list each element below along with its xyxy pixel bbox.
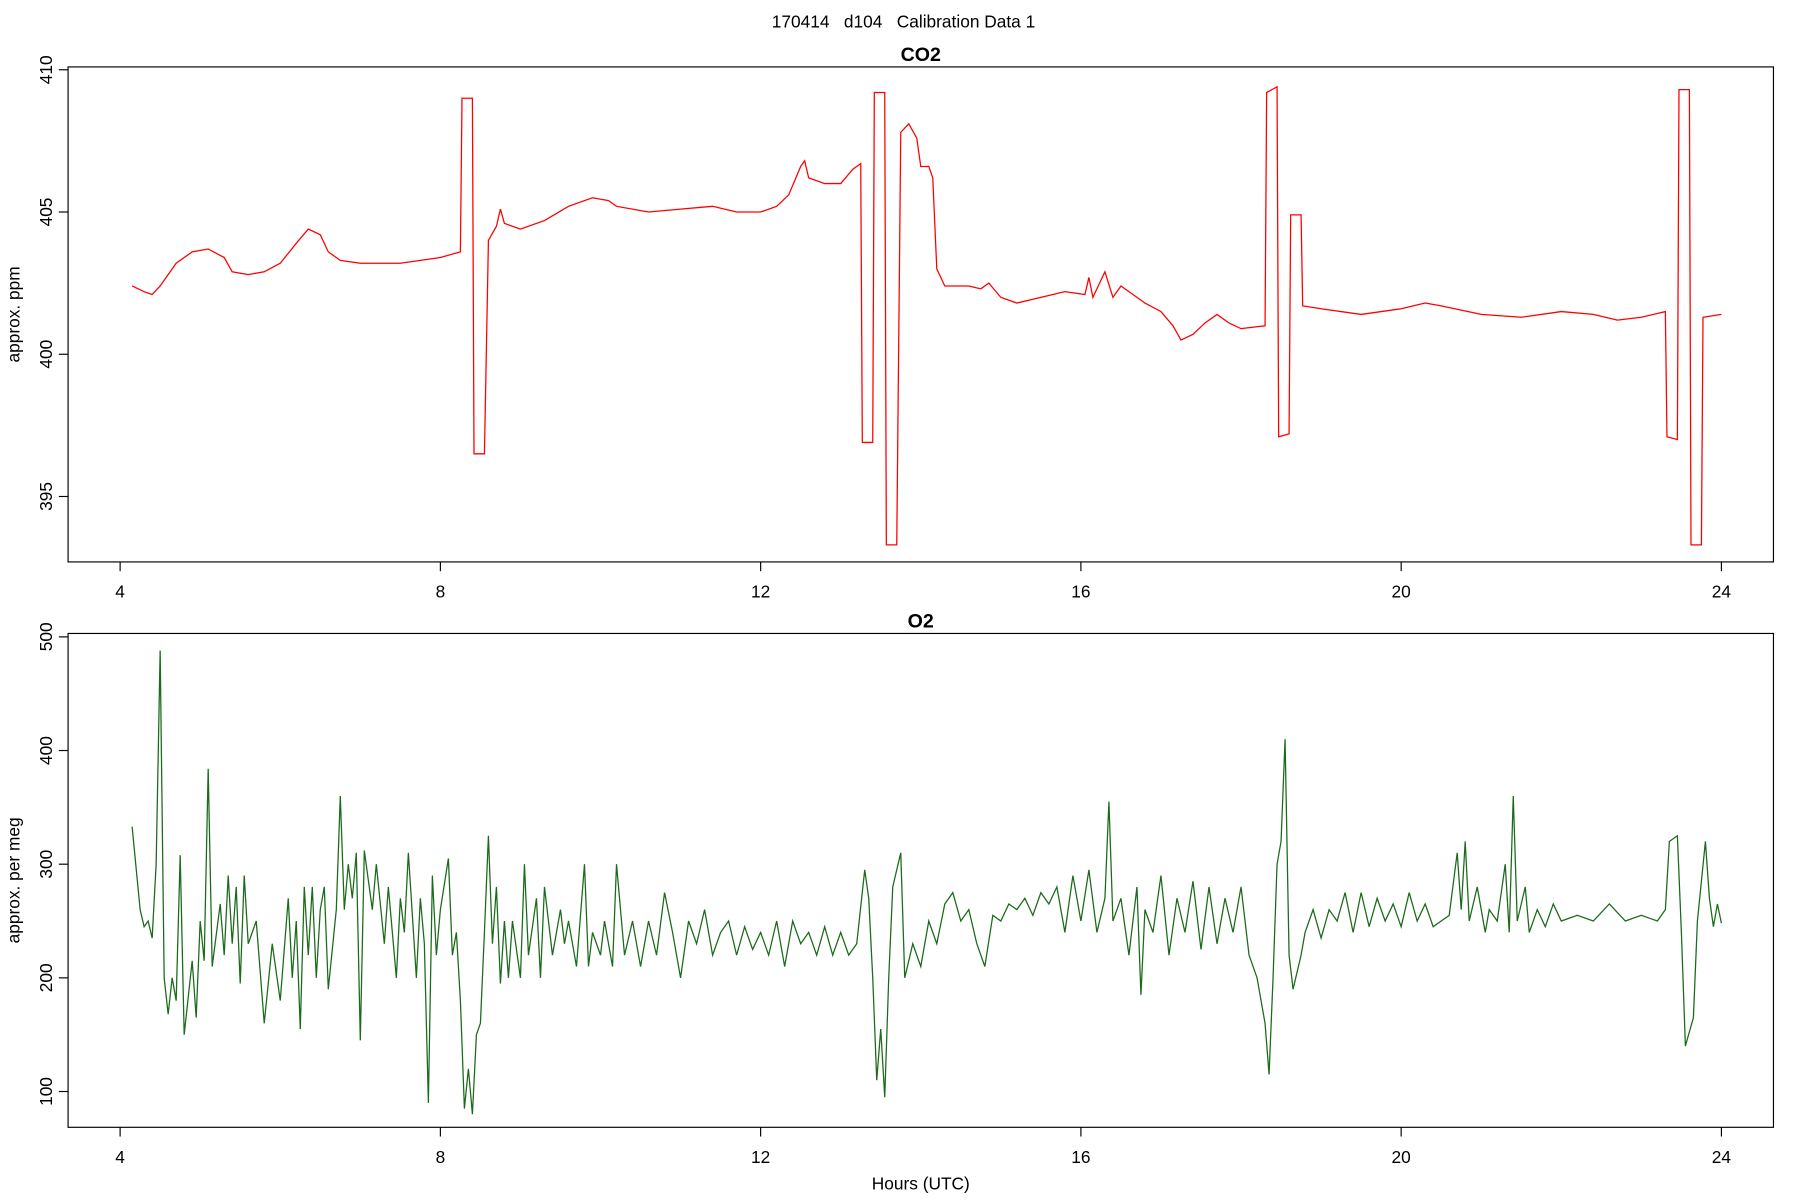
data-line (131, 650, 1723, 1115)
x-tick-label: 8 (436, 582, 446, 602)
y-axis-label: approx. per meg (4, 817, 24, 943)
x-tick-label: 20 (1392, 582, 1411, 602)
plot-frame (67, 66, 1775, 563)
y-tick-label: 200 (36, 963, 56, 992)
y-tick-label: 300 (36, 850, 56, 879)
x-tick-label: 24 (1712, 1147, 1732, 1167)
x-tick-label: 16 (1071, 582, 1090, 602)
y-tick-label: 500 (36, 622, 56, 651)
x-tick-label: 8 (436, 1147, 446, 1167)
figure-title: 170414 d104 Calibration Data 1 (772, 12, 1035, 32)
y-tick-label: 100 (36, 1077, 56, 1106)
x-axis-label: Hours (UTC) (872, 1174, 970, 1194)
y-axis-label: approx. ppm (4, 266, 24, 362)
x-tick-label: 12 (751, 582, 770, 602)
y-tick-label: 405 (36, 198, 56, 227)
plot-frame (67, 632, 1775, 1128)
chart-title: CO2 (901, 44, 941, 66)
x-tick-label: 12 (751, 1147, 770, 1167)
x-tick-label: 4 (115, 582, 125, 602)
x-tick-label: 24 (1712, 582, 1732, 602)
data-line (131, 85, 1722, 546)
x-tick-label: 4 (115, 1147, 125, 1167)
chart-title: O2 (908, 611, 934, 633)
y-tick-label: 400 (36, 736, 56, 765)
x-tick-label: 16 (1071, 1147, 1090, 1167)
y-tick-label: 400 (36, 340, 56, 369)
x-tick-label: 20 (1392, 1147, 1411, 1167)
y-tick-label: 395 (36, 482, 56, 511)
y-tick-label: 410 (36, 55, 56, 84)
